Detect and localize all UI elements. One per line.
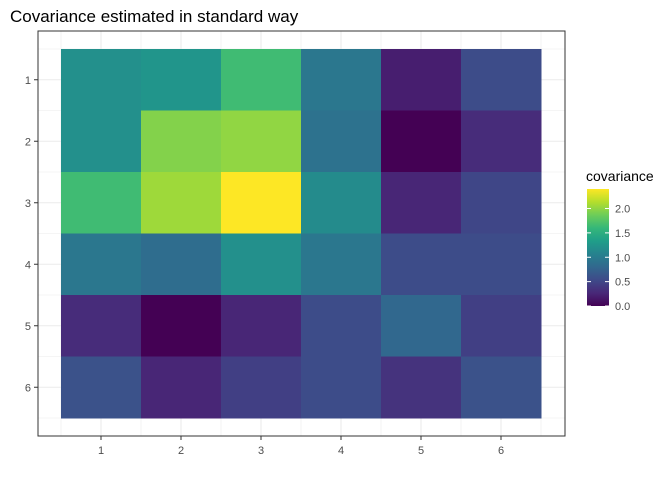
heatmap-cell (141, 295, 222, 357)
heatmap-cell (221, 172, 302, 234)
y-tick-label: 1 (25, 75, 31, 87)
x-tick-label: 6 (498, 445, 504, 457)
heatmap-cell (221, 356, 302, 419)
heatmap-cell (381, 172, 462, 234)
heatmap-cell (61, 172, 142, 234)
y-tick-label: 6 (25, 382, 31, 394)
heatmap-cell (141, 110, 222, 173)
heatmap-cell (221, 295, 302, 357)
y-axis: 1 2 3 4 5 6 (25, 75, 38, 394)
heatmap-cell (461, 172, 542, 234)
heatmap-cell (61, 295, 142, 357)
heatmap-cell (301, 172, 382, 234)
heatmap-cell (301, 295, 382, 357)
x-tick-label: 1 (98, 445, 104, 457)
heatmap-cell (221, 233, 302, 296)
heatmap-cell (461, 295, 542, 357)
heatmap-cell (61, 356, 142, 419)
heatmap-cell (461, 110, 542, 173)
heatmap-cell (61, 49, 142, 111)
heatmap-cell (381, 356, 462, 419)
legend-title: covariance (586, 168, 654, 184)
x-axis: 1 2 3 4 5 6 (98, 436, 504, 457)
y-tick-label: 4 (25, 259, 31, 271)
legend: covariance 0.0 0.5 1.0 1.5 2.0 (586, 168, 654, 313)
legend-tick-label: 2.0 (615, 204, 630, 216)
heatmap-cell (221, 49, 302, 111)
plot-panel (37, 30, 566, 437)
x-tick-label: 4 (338, 445, 344, 457)
heatmap-cell (301, 49, 382, 111)
heatmap-cell (381, 233, 462, 296)
x-tick-label: 3 (258, 445, 264, 457)
heatmap-cell (221, 110, 302, 173)
chart-title: Covariance estimated in standard way (10, 7, 299, 26)
heatmap-cell (301, 356, 382, 419)
legend-tick-label: 0.0 (615, 301, 630, 313)
panel-border (37, 30, 566, 437)
legend-tick-label: 1.5 (615, 228, 630, 240)
heatmap-cell (381, 295, 462, 357)
x-tick-label: 2 (178, 445, 184, 457)
heatmap-cell (61, 110, 142, 173)
legend-tick-label: 0.5 (615, 277, 630, 289)
heatmap-cell (381, 49, 462, 111)
heatmap-tiles (61, 49, 542, 419)
heatmap-cell (141, 49, 222, 111)
heatmap-cell (141, 356, 222, 419)
heatmap-cell (301, 233, 382, 296)
legend-colorbar (587, 189, 609, 306)
y-tick-label: 2 (25, 136, 31, 148)
heatmap-cell (141, 172, 222, 234)
heatmap-cell (141, 233, 222, 296)
heatmap-cell (381, 110, 462, 173)
heatmap-cell (461, 356, 542, 419)
y-tick-label: 5 (25, 321, 31, 333)
x-tick-label: 5 (418, 445, 424, 457)
heatmap-cell (301, 110, 382, 173)
heatmap-cell (461, 49, 542, 111)
legend-tick-label: 1.0 (615, 252, 630, 264)
y-tick-label: 3 (25, 198, 31, 210)
heatmap-cell (461, 233, 542, 296)
heatmap-cell (61, 233, 142, 296)
